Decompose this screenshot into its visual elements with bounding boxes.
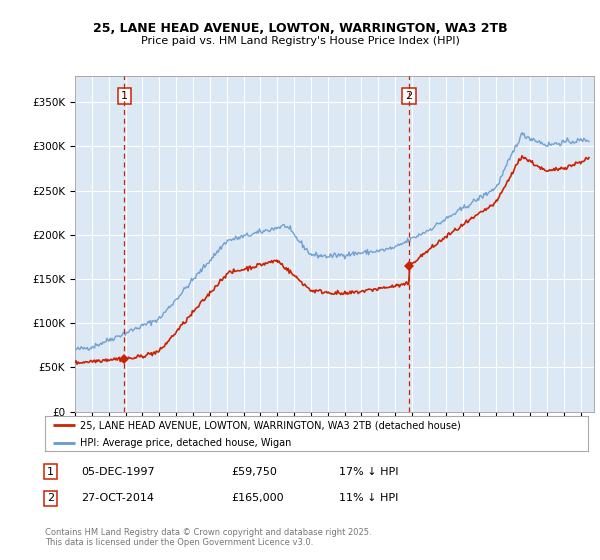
Text: 1: 1 [47, 466, 54, 477]
Text: 11% ↓ HPI: 11% ↓ HPI [339, 493, 398, 503]
Text: 17% ↓ HPI: 17% ↓ HPI [339, 466, 398, 477]
Text: 25, LANE HEAD AVENUE, LOWTON, WARRINGTON, WA3 2TB: 25, LANE HEAD AVENUE, LOWTON, WARRINGTON… [92, 22, 508, 35]
Text: 2: 2 [406, 91, 413, 101]
Text: 2: 2 [47, 493, 54, 503]
Text: 27-OCT-2014: 27-OCT-2014 [81, 493, 154, 503]
Text: 05-DEC-1997: 05-DEC-1997 [81, 466, 155, 477]
Text: Contains HM Land Registry data © Crown copyright and database right 2025.
This d: Contains HM Land Registry data © Crown c… [45, 528, 371, 547]
Text: Price paid vs. HM Land Registry's House Price Index (HPI): Price paid vs. HM Land Registry's House … [140, 36, 460, 46]
Text: 25, LANE HEAD AVENUE, LOWTON, WARRINGTON, WA3 2TB (detached house): 25, LANE HEAD AVENUE, LOWTON, WARRINGTON… [80, 421, 461, 431]
Text: HPI: Average price, detached house, Wigan: HPI: Average price, detached house, Wiga… [80, 438, 292, 448]
Text: 1: 1 [121, 91, 128, 101]
Text: £59,750: £59,750 [231, 466, 277, 477]
Text: £165,000: £165,000 [231, 493, 284, 503]
